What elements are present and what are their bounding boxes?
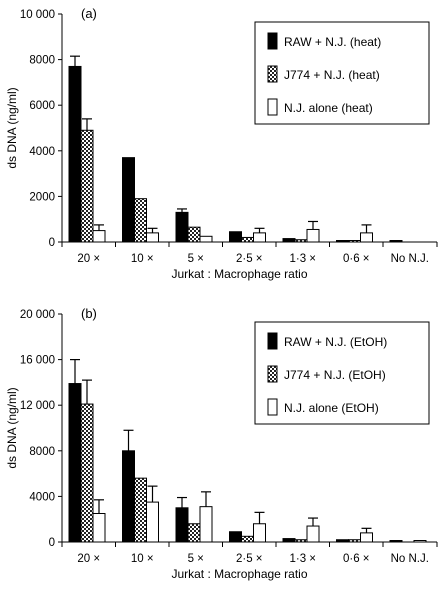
bar-black xyxy=(336,539,349,543)
y-tick-label: 8000 xyxy=(29,55,55,67)
chart-panel-a: 0 2000 4000 6000 8000 10 000 20 × 10 × 5 × 2·5 × 1… xyxy=(5,6,438,281)
legend-swatch-black xyxy=(267,332,278,350)
legend-label: RAW + N.J. (EtOH) xyxy=(284,335,387,349)
bar-black xyxy=(389,540,403,543)
bar-white xyxy=(360,532,373,543)
bar-white xyxy=(199,235,213,243)
bar-checker xyxy=(294,239,308,243)
y-axis-title: ds DNA (ng/ml) xyxy=(5,387,19,468)
bar-white xyxy=(306,525,320,543)
bar-black xyxy=(175,507,189,543)
y-tick-label: 0 xyxy=(49,537,55,549)
bar-checker xyxy=(294,539,308,543)
bar-black xyxy=(229,531,242,543)
x-axis-title: Jurkat : Macrophage ratio xyxy=(171,567,307,581)
legend-label: N.J. alone (heat) xyxy=(284,101,373,115)
legend-swatch-checker xyxy=(267,65,278,83)
bar-white xyxy=(360,232,373,243)
bar-checker xyxy=(348,240,361,243)
bar-white xyxy=(306,228,320,243)
bar-black xyxy=(68,383,82,543)
x-tick-label: 2·5 × xyxy=(236,553,263,565)
bar-checker xyxy=(80,403,94,543)
x-tick-label: 2·5 × xyxy=(236,253,263,265)
x-tick-label: 5 × xyxy=(188,253,204,265)
y-axis-title: ds DNA (ng/ml) xyxy=(5,87,19,168)
panel-label: (b) xyxy=(81,306,97,321)
bar-checker xyxy=(134,477,147,543)
y-tick-label: 12 000 xyxy=(20,400,55,412)
bar-black xyxy=(389,240,403,243)
x-tick-label: 10 × xyxy=(131,253,154,265)
y-tick-label: 20 000 xyxy=(20,309,55,321)
x-tick-label: 0·6 × xyxy=(343,253,370,265)
x-tick-label: 20 × xyxy=(77,553,100,565)
bar-white xyxy=(253,232,266,243)
y-tick-label: 4000 xyxy=(29,491,55,503)
bar-checker xyxy=(348,539,361,543)
bar-black xyxy=(122,157,135,243)
bar-black xyxy=(282,238,296,243)
x-tick-label: 10 × xyxy=(131,553,154,565)
panel-label: (a) xyxy=(81,6,97,21)
x-tick-label: 0·6 × xyxy=(343,553,370,565)
bar-checker xyxy=(187,226,201,243)
chart-panel-b: 0 4000 8000 12 000 16 000 20 000 20 × 10 × 5 × 2·… xyxy=(5,306,438,581)
y-tick-label: 10 000 xyxy=(20,9,55,21)
legend-label: RAW + N.J. (heat) xyxy=(284,35,381,49)
bar-black xyxy=(122,450,135,543)
y-tick-label: 0 xyxy=(49,237,55,249)
legend-box xyxy=(254,321,430,425)
y-tick-label: 2000 xyxy=(29,191,55,203)
x-tick-label: No N.J. xyxy=(391,553,429,565)
bar-white xyxy=(146,232,159,243)
x-tick-label: No N.J. xyxy=(391,253,429,265)
legend-label: J774 + N.J. (heat) xyxy=(284,68,380,82)
x-tick-label: 1·3 × xyxy=(289,253,316,265)
bar-white xyxy=(199,506,213,543)
legend-swatch-checker xyxy=(267,365,278,383)
bar-white xyxy=(413,540,427,543)
legend-swatch-white xyxy=(267,98,278,116)
x-tick-label: 5 × xyxy=(188,553,204,565)
bar-checker xyxy=(241,236,254,243)
legend-label: N.J. alone (EtOH) xyxy=(284,401,379,415)
legend-label: J774 + N.J. (EtOH) xyxy=(284,368,386,382)
legend-swatch-black xyxy=(267,32,278,50)
bar-checker xyxy=(187,523,201,543)
bar-black xyxy=(336,240,349,243)
x-axis-title: Jurkat : Macrophage ratio xyxy=(171,267,307,281)
bar-black xyxy=(282,538,296,543)
legend-box xyxy=(254,21,430,125)
bar-white xyxy=(253,523,266,543)
y-tick-label: 4000 xyxy=(29,146,55,158)
bar-checker xyxy=(80,129,94,243)
bar-white xyxy=(146,501,159,543)
bar-black xyxy=(229,231,242,243)
x-tick-label: 1·3 × xyxy=(289,553,316,565)
legend-swatch-white xyxy=(267,398,278,416)
bar-checker xyxy=(241,535,254,543)
y-tick-label: 6000 xyxy=(29,100,55,112)
bar-black xyxy=(68,65,82,243)
bar-checker xyxy=(134,198,147,243)
y-tick-label: 8000 xyxy=(29,446,55,458)
bar-black xyxy=(175,211,189,243)
bar-white xyxy=(92,513,106,543)
y-tick-label: 16 000 xyxy=(20,355,55,367)
x-tick-label: 20 × xyxy=(77,253,100,265)
bar-white xyxy=(92,230,106,243)
